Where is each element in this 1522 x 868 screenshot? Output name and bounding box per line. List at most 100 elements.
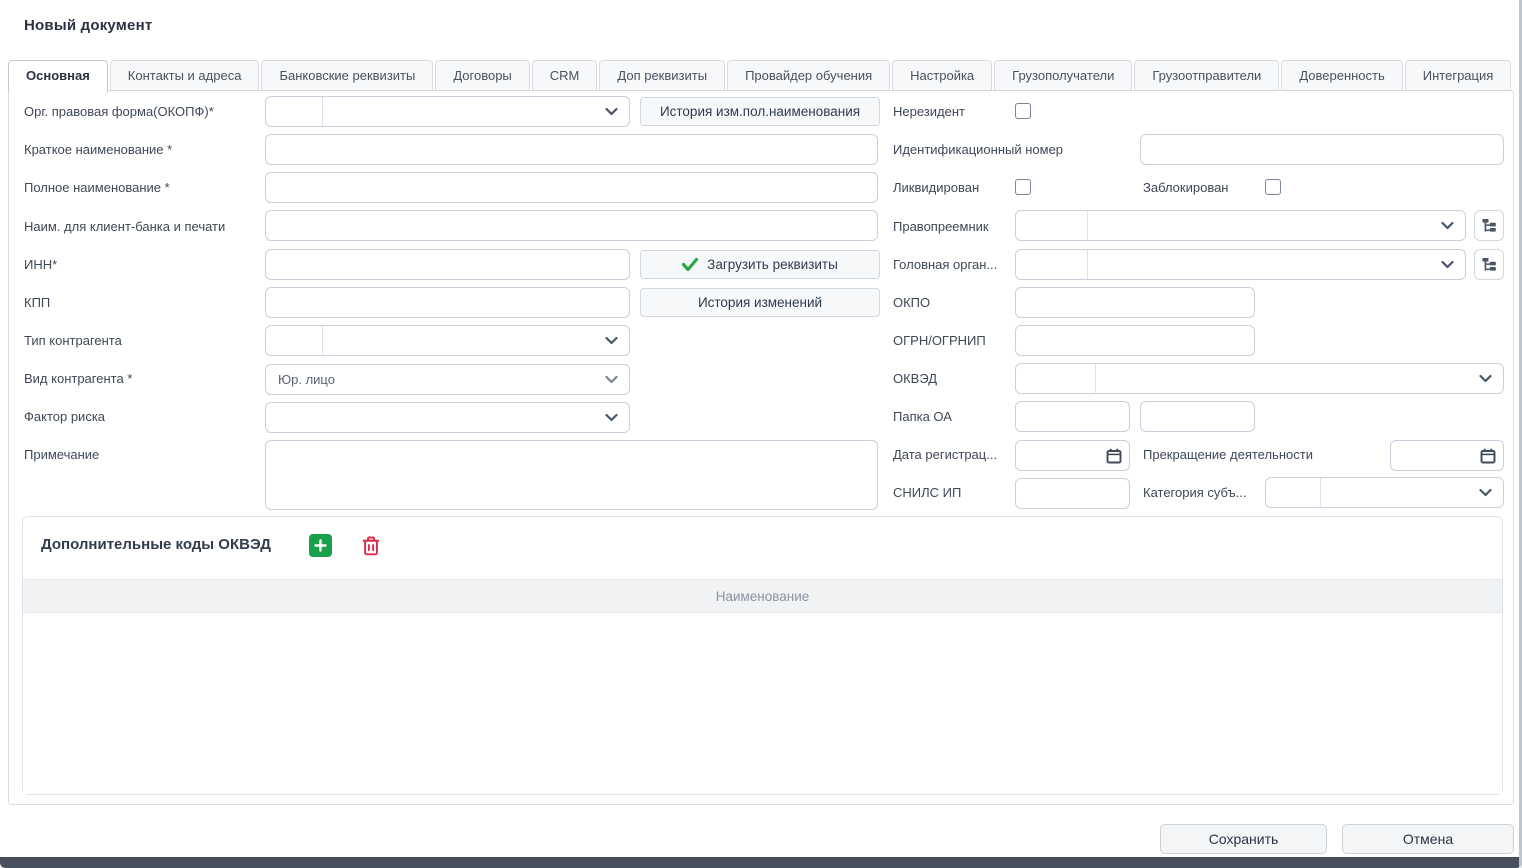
name-history-button-label: История изм.пол.наименования <box>659 104 861 119</box>
successor-code-input[interactable] <box>1016 211 1088 240</box>
oa-folder-input-1[interactable] <box>1015 401 1130 432</box>
counterparty-type-label: Тип контрагента <box>24 333 122 348</box>
bank-print-name-input[interactable] <box>265 210 878 241</box>
nonresident-checkbox[interactable] <box>1015 103 1031 119</box>
tab-settings[interactable]: Настройка <box>892 60 993 91</box>
tab-bank-details[interactable]: Банковские реквизиты <box>261 60 434 91</box>
tab-bar: Основная Контакты и адреса Банковские ре… <box>8 60 1519 93</box>
tree-hierarchy-icon <box>1481 257 1497 273</box>
successor-tree-button[interactable] <box>1474 210 1504 241</box>
counterparty-kind-label: Вид контрагента * <box>24 371 133 386</box>
counterparty-kind-select[interactable]: Юр. лицо <box>265 364 630 395</box>
successor-combo[interactable] <box>1015 210 1466 241</box>
counterparty-type-combo[interactable] <box>265 325 630 356</box>
short-name-input[interactable] <box>265 134 878 165</box>
head-org-label: Головная орган... <box>893 257 998 272</box>
load-details-button-label: Загрузить реквизиты <box>707 257 838 272</box>
counterparty-type-code-input[interactable] <box>266 326 323 355</box>
kpp-input[interactable] <box>265 287 630 318</box>
plus-icon <box>314 539 327 552</box>
blocked-checkbox[interactable] <box>1265 179 1281 195</box>
okopf-combo[interactable] <box>265 96 630 127</box>
tab-extra-details[interactable]: Доп реквизиты <box>599 60 726 91</box>
tree-hierarchy-icon <box>1481 218 1497 234</box>
head-org-combo[interactable] <box>1015 249 1466 280</box>
note-textarea[interactable] <box>265 440 878 510</box>
subject-category-code-input[interactable] <box>1266 478 1321 507</box>
inn-input[interactable] <box>265 249 630 280</box>
snils-input[interactable] <box>1015 478 1130 509</box>
okved-table-body[interactable] <box>23 614 1502 794</box>
okopf-label: Орг. правовая форма(ОКОПФ)* <box>24 104 214 119</box>
okved-table-header: Наименование <box>23 579 1502 613</box>
add-okved-button[interactable] <box>309 534 332 557</box>
id-number-label: Идентификационный номер <box>893 142 1064 157</box>
termination-date-input[interactable] <box>1390 440 1504 471</box>
risk-factor-select[interactable] <box>265 402 630 433</box>
subject-category-combo[interactable] <box>1265 477 1504 508</box>
okved-code-input[interactable] <box>1016 364 1096 393</box>
reg-date-input[interactable] <box>1015 440 1130 471</box>
calendar-icon[interactable] <box>1480 448 1496 464</box>
liquidated-label: Ликвидирован <box>893 180 980 195</box>
change-history-button-label: История изменений <box>697 295 823 310</box>
additional-okved-section: Дополнительные коды ОКВЭД Наименование <box>22 516 1503 795</box>
head-org-tree-button[interactable] <box>1474 249 1504 280</box>
calendar-icon[interactable] <box>1106 448 1122 464</box>
tab-consignees[interactable]: Грузополучатели <box>994 60 1133 91</box>
cancel-button[interactable]: Отмена <box>1342 824 1514 854</box>
risk-factor-label: Фактор риска <box>24 409 106 424</box>
ogrn-label: ОГРН/ОГРНИП <box>893 333 986 348</box>
snils-label: СНИЛС ИП <box>893 485 962 500</box>
okved-label: ОКВЭД <box>893 371 938 386</box>
chevron-down-icon <box>1441 221 1454 230</box>
kpp-label: КПП <box>24 295 51 310</box>
delete-okved-button[interactable] <box>360 535 382 557</box>
okpo-input[interactable] <box>1015 287 1255 318</box>
okved-combo[interactable] <box>1015 363 1504 394</box>
full-name-input[interactable] <box>265 172 878 203</box>
name-history-button[interactable]: История изм.пол.наименования <box>640 97 880 126</box>
note-label: Примечание <box>24 447 100 462</box>
tab-power-of-attorney[interactable]: Доверенность <box>1281 60 1403 91</box>
tab-training-provider[interactable]: Провайдер обучения <box>727 60 891 91</box>
chevron-down-icon <box>1441 260 1454 269</box>
tab-shippers[interactable]: Грузоотправители <box>1134 60 1280 91</box>
tab-main[interactable]: Основная <box>8 60 108 93</box>
save-button-label: Сохранить <box>1208 831 1279 847</box>
reg-date-label: Дата регистрац... <box>893 447 998 462</box>
full-name-label: Полное наименование * <box>24 180 170 195</box>
chevron-down-icon <box>605 336 618 345</box>
okved-table-header-label: Наименование <box>715 588 810 604</box>
page-title: Новый документ <box>24 17 153 34</box>
liquidated-checkbox[interactable] <box>1015 179 1031 195</box>
load-details-button[interactable]: Загрузить реквизиты <box>640 250 880 279</box>
check-icon <box>682 258 699 271</box>
window-bottom-edge <box>0 857 1522 868</box>
additional-okved-title: Дополнительные коды ОКВЭД <box>41 536 271 553</box>
successor-label: Правопреемник <box>893 219 989 234</box>
tab-contacts-addresses[interactable]: Контакты и адреса <box>109 60 260 91</box>
chevron-down-icon <box>1479 374 1492 383</box>
blocked-label: Заблокирован <box>1143 180 1229 195</box>
oa-folder-input-2[interactable] <box>1140 401 1255 432</box>
head-org-code-input[interactable] <box>1016 250 1088 279</box>
save-button[interactable]: Сохранить <box>1160 824 1327 854</box>
cancel-button-label: Отмена <box>1402 831 1454 847</box>
oa-folder-label: Папка ОА <box>893 409 952 424</box>
tab-integration[interactable]: Интеграция <box>1404 60 1512 91</box>
change-history-button[interactable]: История изменений <box>640 288 880 317</box>
trash-icon <box>362 536 380 556</box>
short-name-label: Краткое наименование * <box>24 142 173 157</box>
okpo-label: ОКПО <box>893 295 931 310</box>
termination-label: Прекращение деятельности <box>1143 447 1313 462</box>
counterparty-kind-value: Юр. лицо <box>278 372 335 387</box>
chevron-down-icon <box>605 413 618 422</box>
tab-contracts[interactable]: Договоры <box>435 60 530 91</box>
ogrn-input[interactable] <box>1015 325 1255 356</box>
okopf-code-input[interactable] <box>266 97 323 126</box>
id-number-input[interactable] <box>1140 134 1504 165</box>
chevron-down-icon <box>605 107 618 116</box>
tab-crm[interactable]: CRM <box>531 60 598 91</box>
